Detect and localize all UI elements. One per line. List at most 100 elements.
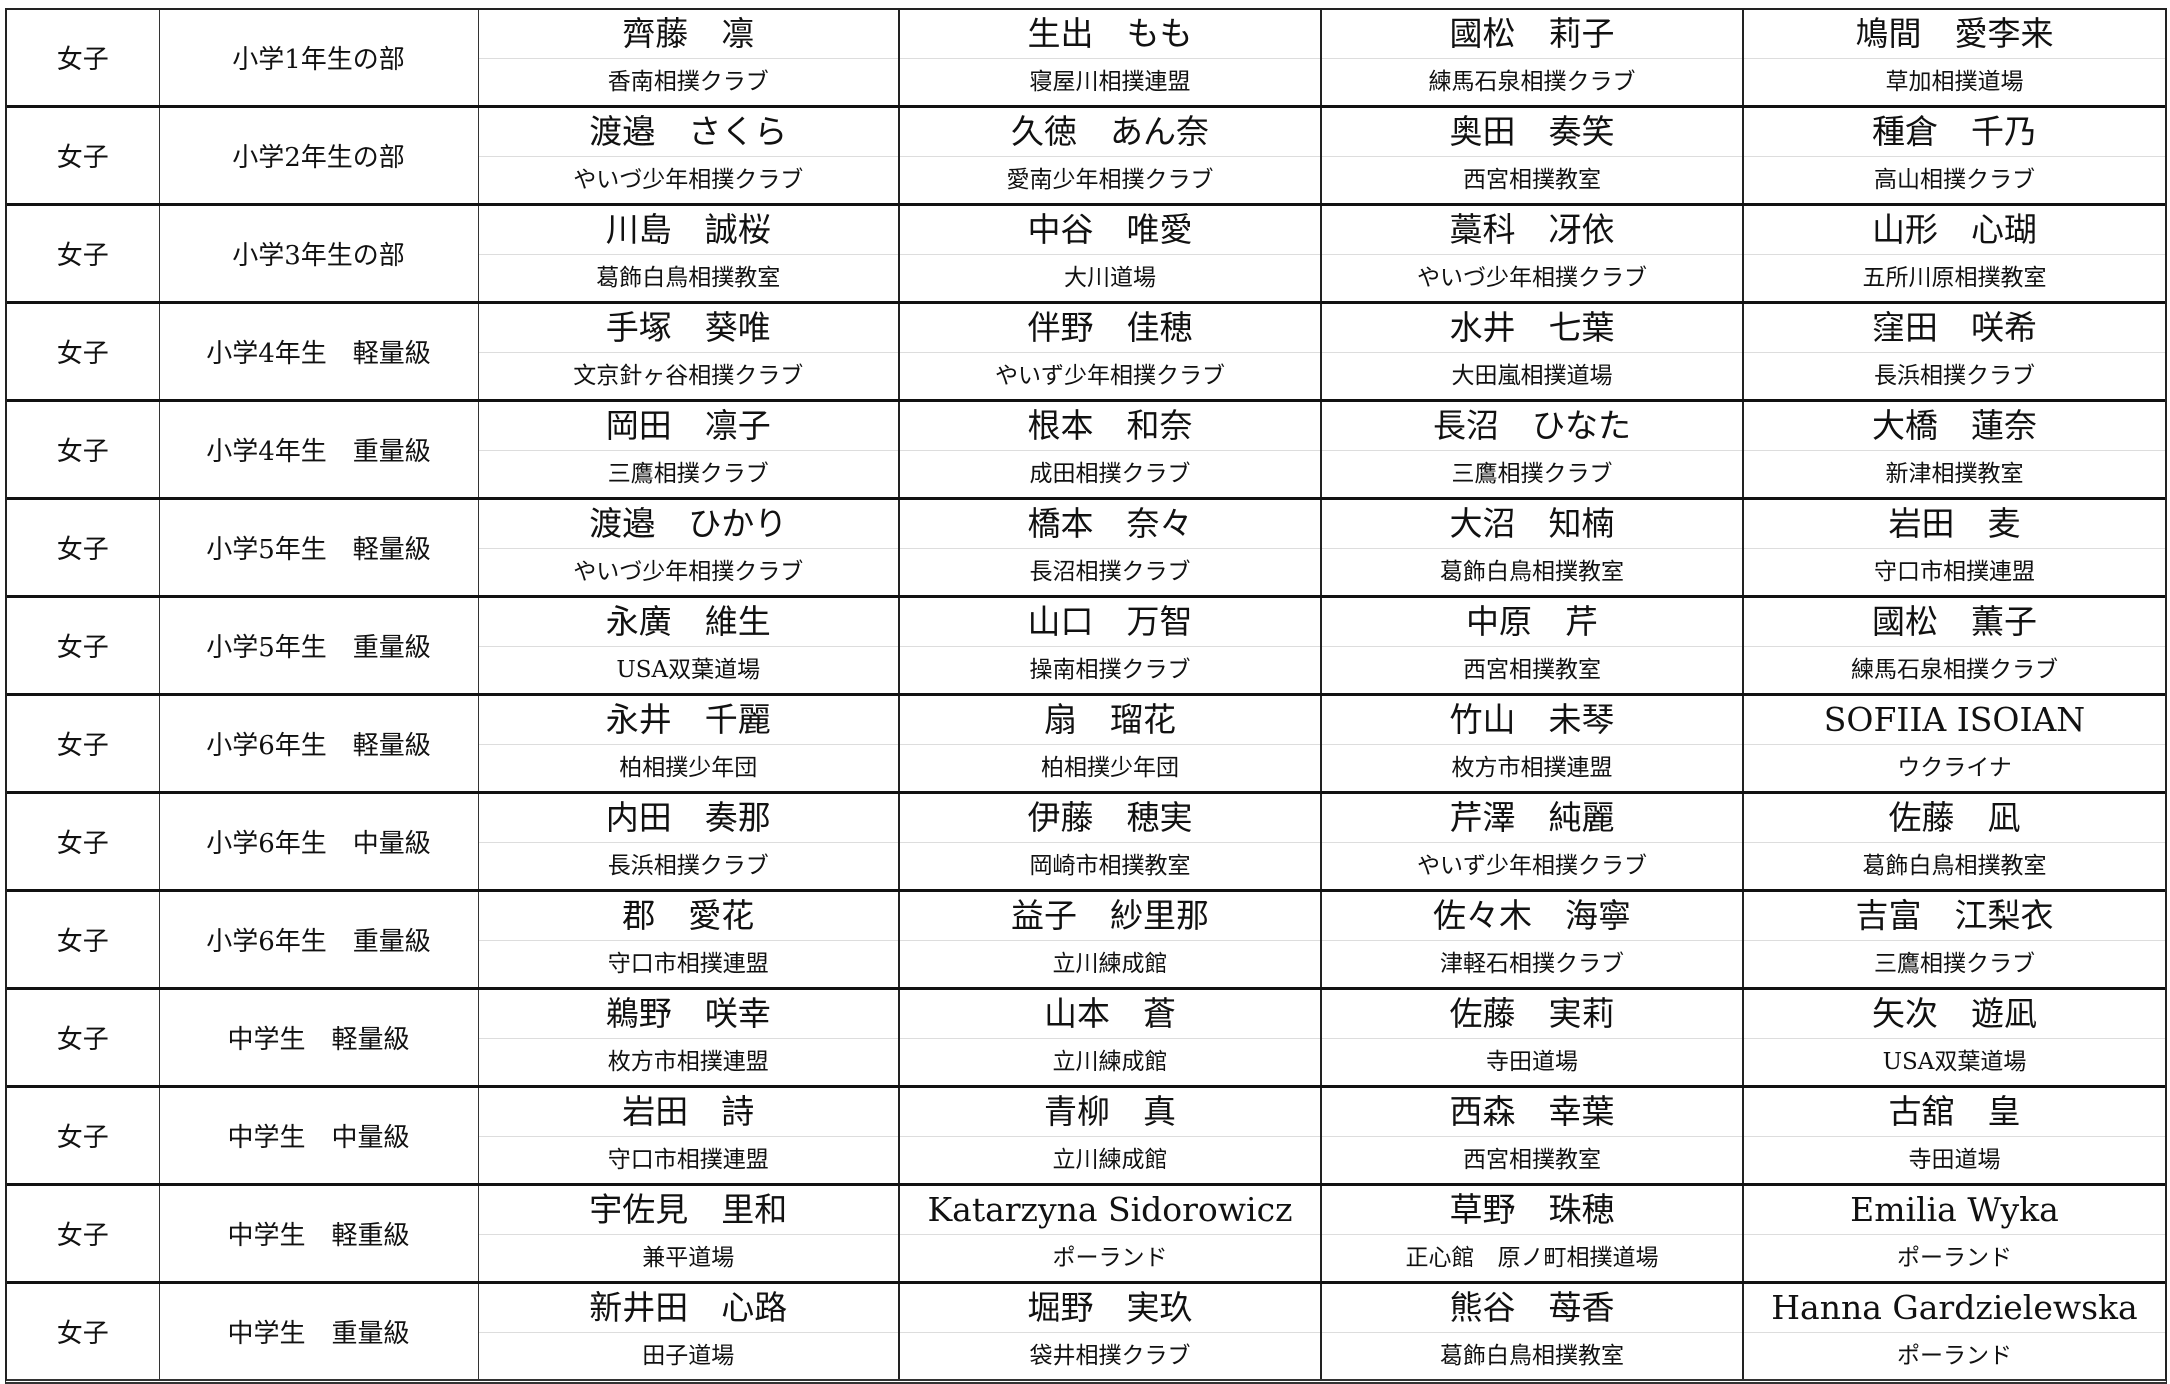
entry-cell: 岡田 凛子 三鷹相撲クラブ [478,400,900,499]
gender-cell: 女子 [7,1184,160,1283]
club-name: ポーランド [1897,1343,2012,1369]
club-name: 大田嵐相撲道場 [1451,363,1613,389]
club-name: 枚方市相撲連盟 [607,1049,769,1075]
club-name: やいず少年相撲クラブ [995,363,1225,389]
athlete-name: Katarzyna Sidorowicz [900,1186,1320,1235]
club-name: 守口市相撲連盟 [607,951,769,977]
club-name: 袋井相撲クラブ [1029,1343,1191,1369]
club-name: 立川練成館 [1052,951,1168,977]
entry-cell: 渡邉 ひかり やいづ少年相撲クラブ [478,498,900,597]
entry-cell: 佐々木 海寧 津軽石相撲クラブ [1321,890,1744,989]
gender-cell: 女子 [7,498,160,597]
entry-cell: 吉富 江梨衣三鷹相撲クラブ [1743,891,2165,989]
gender-cell: 女子 [7,792,160,891]
athlete-name: 佐藤 実莉 [1322,990,1742,1039]
athlete-name: 長沼 ひなた [1322,402,1742,451]
entry-cell: 新井田 心路 田子道場 [478,1282,900,1379]
athlete-name: 中谷 唯愛 [900,206,1320,255]
club-name: 三鷹相撲クラブ [1874,951,2035,977]
club-name: 柏相撲少年団 [1041,755,1179,781]
club-name: 葛飾白鳥相撲教室 [596,265,781,291]
athlete-name: 手塚 葵唯 [478,304,898,353]
club-name: ポーランド [1897,1245,2012,1271]
club-name: 操南相撲クラブ [1029,657,1191,683]
entry-cell: 川島 誠桜 葛飾白鳥相撲教室 [478,204,900,303]
category-cell: 小学3年生の部 [159,204,479,303]
athlete-name: 岡田 凛子 [478,402,898,451]
club-name: ポーランド [1052,1245,1168,1271]
entry-cell: 青柳 真立川練成館 [899,1086,1322,1185]
entry-cell: 芹澤 純麗 やいず少年相撲クラブ [1321,792,1744,891]
entry-cell: Hanna Gardzielewska ポーランド [1743,1283,2165,1380]
category-cell: 小学6年生 重量級 [159,890,479,989]
club-name: USA双葉道場 [1882,1049,2027,1075]
athlete-name: SOFIIA ISOIAN [1744,696,2165,745]
results-sheet: 女子 小学1年生の部 齊藤 凛香南相撲クラブ 生出 もも 寝屋川相撲連盟 國松 莉子 練馬石… [5,8,2167,1384]
entry-cell: 鳩間 愛李来 草加相撲道場 [1743,10,2165,107]
category-cell: 小学4年生 重量級 [159,400,479,499]
category-cell: 中学生 中量級 [159,1086,479,1185]
club-name: 葛飾白鳥相撲教室 [1862,853,2047,879]
athlete-name: 山本 蒼 [900,990,1320,1039]
entry-cell: 大橋 蓮奈 新津相撲教室 [1743,401,2165,499]
results-table: 女子 小学1年生の部 齊藤 凛香南相撲クラブ 生出 もも 寝屋川相撲連盟 國松 莉子 練馬石… [7,10,2165,1379]
athlete-name: 熊谷 苺香 [1322,1284,1742,1333]
category-cell: 小学6年生 中量級 [159,792,479,891]
table-row: 女子 小学6年生 重量級郡 愛花 守口市相撲連盟 益子 紗里那 立川練成館 佐々木 海寧津… [7,890,2165,989]
club-name: 岡崎市相撲教室 [1029,853,1191,879]
club-name: 寺田道場 [1486,1049,1578,1075]
table-row: 女子 小学5年生 軽量級 渡邉 ひかり やいづ少年相撲クラブ 橋本 奈々 長沼相撲クラブ大… [7,498,2165,597]
entry-cell: 中谷 唯愛 大川道場 [899,204,1322,303]
entry-cell: 古舘 皇寺田道場 [1743,1087,2165,1185]
athlete-name: 國松 莉子 [1322,10,1742,59]
athlete-name: 橋本 奈々 [900,500,1320,549]
club-name: 守口市相撲連盟 [607,1147,769,1173]
club-name: 兼平道場 [642,1245,735,1271]
table-row: 女子 中学生 軽量級 鵜野 咲幸 枚方市相撲連盟 山本 蒼立川練成館 佐藤 実莉 寺田道場矢… [7,988,2165,1087]
entry-cell: 内田 奏那 長浜相撲クラブ [478,792,900,891]
athlete-name: 矢次 遊凪 [1744,990,2165,1039]
entry-cell: 山形 心瑚 五所川原相撲教室 [1743,205,2165,303]
entry-cell: 伴野 佳穂 やいず少年相撲クラブ [899,302,1322,401]
athlete-name: 古舘 皇 [1744,1088,2165,1137]
athlete-name: 久徳 あん奈 [900,108,1320,157]
gender-cell: 女子 [7,1282,160,1379]
club-name: やいづ少年相撲クラブ [1417,265,1647,291]
table-row: 女子 小学6年生 軽量級 永井 千麗 柏相撲少年団扇 瑠花 柏相撲少年団 竹山 未琴 枚方市… [7,694,2165,793]
entry-cell: 益子 紗里那 立川練成館 [899,890,1322,989]
athlete-name: 草野 珠穂 [1322,1186,1742,1235]
club-name: やいづ少年相撲クラブ [573,559,804,585]
entry-cell: 永井 千麗 柏相撲少年団 [478,694,900,793]
athlete-name: 佐藤 凪 [1744,794,2165,843]
club-name: 練馬石泉相撲クラブ [1851,657,2058,683]
club-name: 立川練成館 [1052,1147,1168,1173]
athlete-name: 吉富 江梨衣 [1744,892,2165,941]
athlete-name: 山口 万智 [900,598,1320,647]
category-cell: 小学6年生 軽量級 [159,694,479,793]
athlete-name: 鳩間 愛李来 [1744,10,2165,59]
club-name: 文京針ヶ谷相撲クラブ [573,363,804,389]
athlete-name: 鵜野 咲幸 [478,990,898,1039]
category-cell: 小学5年生 軽量級 [159,498,479,597]
club-name: 練馬石泉相撲クラブ [1428,69,1636,95]
gender-cell: 女子 [7,106,160,205]
club-name: 柏相撲少年団 [619,755,758,781]
club-name: 枚方市相撲連盟 [1451,755,1613,781]
entry-cell: 生出 もも 寝屋川相撲連盟 [899,10,1322,107]
club-name: やいづ少年相撲クラブ [573,167,804,193]
club-name: 長沼相撲クラブ [1029,559,1191,585]
club-name: 葛飾白鳥相撲教室 [1440,1343,1624,1369]
table-row: 女子 中学生 中量級 岩田 詩守口市相撲連盟 青柳 真立川練成館 西森 幸葉 西宮相撲教室… [7,1086,2165,1185]
club-name: 西宮相撲教室 [1463,1147,1601,1173]
gender-cell: 女子 [7,1086,160,1185]
gender-cell: 女子 [7,694,160,793]
club-name: 新津相撲教室 [1885,461,2024,487]
category-cell: 中学生 重量級 [159,1282,479,1379]
entry-cell: 國松 薫子 練馬石泉相撲クラブ [1743,597,2165,695]
club-name: USA双葉道場 [616,657,761,683]
club-name: 愛南少年相撲クラブ [1006,167,1214,193]
club-name: 正心館 原ノ町相撲道場 [1405,1245,1659,1271]
entry-cell: 長沼 ひなた 三鷹相撲クラブ [1321,400,1744,499]
club-name: 西宮相撲教室 [1463,167,1601,193]
entry-cell: 山口 万智操南相撲クラブ [899,596,1322,695]
